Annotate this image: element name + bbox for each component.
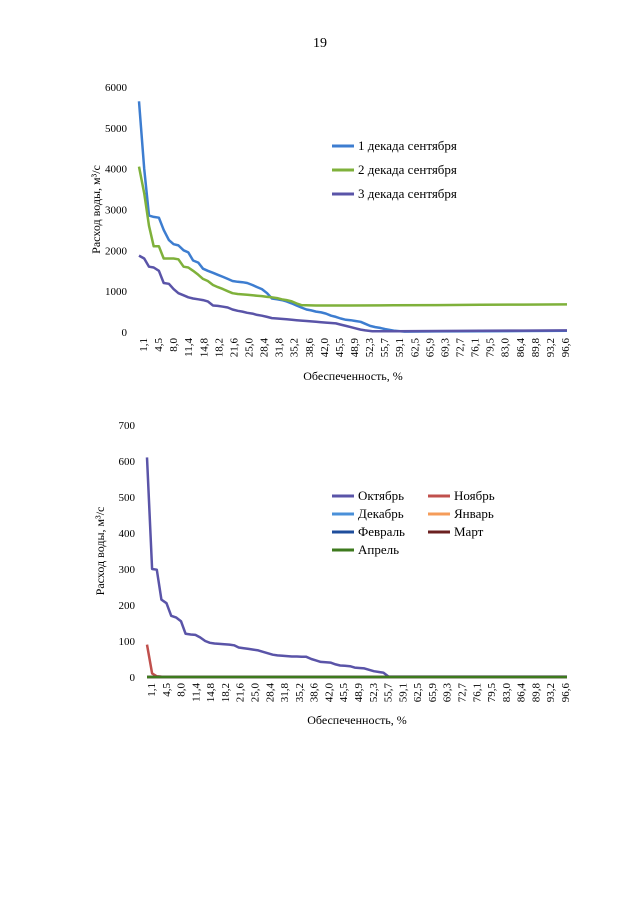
page-number: 19	[313, 36, 327, 51]
x-tick-label: 4,5	[161, 683, 173, 697]
series-line-2	[145, 644, 162, 678]
x-tick-label: 86,4	[516, 683, 528, 703]
x-tick-label: 1,1	[146, 683, 158, 697]
x-tick-label: 62,5	[412, 683, 424, 703]
x-tick-label: 28,4	[264, 683, 276, 703]
y-tick-label: 5000	[105, 123, 128, 135]
x-tick-label: 42,0	[319, 338, 331, 358]
legend-label: 2 декада сентября	[358, 162, 457, 177]
x-tick-label: 52,3	[364, 338, 376, 358]
x-tick-label: 96,6	[560, 683, 572, 703]
x-tick-label: 86,4	[515, 338, 527, 358]
x-tick-label: 1,1	[138, 338, 150, 352]
y-tick-label: 4000	[105, 164, 128, 176]
x-tick-label: 59,1	[397, 683, 409, 702]
x-tick-label: 79,5	[485, 338, 497, 358]
legend-label: Ноябрь	[454, 488, 495, 503]
x-tick-label: 65,9	[424, 338, 436, 358]
x-axis-title: Обеспеченность, %	[303, 369, 403, 383]
x-tick-label: 83,0	[500, 338, 512, 358]
x-tick-label: 35,2	[289, 338, 301, 357]
legend-label: Январь	[454, 506, 494, 521]
series-line-3	[138, 254, 568, 333]
x-tick-label: 45,5	[338, 683, 350, 703]
x-tick-label: 11,4	[190, 683, 202, 702]
x-tick-label: 21,6	[235, 683, 247, 703]
y-tick-label: 2000	[105, 245, 128, 257]
x-tick-label: 14,8	[205, 683, 217, 703]
legend-label: Октябрь	[358, 488, 404, 503]
x-tick-label: 55,7	[379, 338, 391, 358]
x-tick-label: 48,9	[353, 683, 365, 703]
x-tick-label: 76,1	[470, 338, 482, 357]
y-axis-title: Расход воды, м³/с	[89, 165, 103, 254]
y-tick-label: 700	[119, 420, 136, 432]
legend-label: 1 декада сентября	[358, 138, 457, 153]
x-tick-label: 31,8	[279, 683, 291, 703]
x-tick-label: 62,5	[409, 338, 421, 358]
x-tick-label: 14,8	[198, 338, 210, 358]
x-tick-label: 25,0	[250, 683, 262, 703]
x-tick-label: 48,9	[349, 338, 361, 358]
y-tick-label: 1000	[105, 286, 128, 298]
x-tick-label: 65,9	[427, 683, 439, 703]
x-tick-label: 69,3	[439, 338, 451, 358]
x-tick-label: 45,5	[334, 338, 346, 358]
y-tick-label: 0	[122, 327, 128, 339]
y-axis-title: Расход воды, м³/с	[93, 507, 107, 596]
x-tick-label: 93,2	[545, 683, 557, 702]
x-tick-label: 8,0	[176, 683, 188, 697]
series-line-1	[145, 457, 567, 678]
x-tick-label: 18,2	[213, 338, 225, 357]
x-tick-label: 31,8	[274, 338, 286, 358]
series-line-2	[137, 166, 568, 307]
y-tick-label: 0	[130, 672, 136, 684]
x-tick-label: 28,4	[259, 338, 271, 358]
y-tick-label: 3000	[105, 205, 128, 217]
x-axis-title: Обеспеченность, %	[307, 713, 407, 727]
x-tick-label: 79,5	[486, 683, 498, 703]
x-tick-label: 72,7	[457, 683, 469, 703]
legend-label: Февраль	[358, 524, 405, 539]
legend-label: 3 декада сентября	[358, 186, 457, 201]
x-tick-label: 18,2	[220, 683, 232, 702]
y-tick-label: 600	[119, 456, 136, 468]
y-tick-label: 500	[119, 492, 136, 504]
x-tick-label: 42,0	[323, 683, 335, 703]
x-tick-label: 25,0	[244, 338, 256, 358]
y-tick-label: 100	[119, 636, 136, 648]
x-tick-label: 21,6	[228, 338, 240, 358]
x-tick-label: 59,1	[394, 338, 406, 357]
x-tick-label: 52,3	[368, 683, 380, 703]
x-tick-label: 89,8	[530, 338, 542, 358]
x-tick-label: 93,2	[545, 338, 557, 357]
x-tick-label: 69,3	[442, 683, 454, 703]
x-tick-label: 96,6	[560, 338, 572, 358]
x-tick-label: 38,6	[304, 338, 316, 358]
legend-label: Апрель	[358, 542, 399, 557]
x-tick-label: 89,8	[530, 683, 542, 703]
legend-label: Декабрь	[358, 506, 404, 521]
x-tick-label: 4,5	[153, 338, 165, 352]
y-tick-label: 300	[119, 564, 136, 576]
x-tick-label: 72,7	[455, 338, 467, 358]
x-tick-label: 38,6	[309, 683, 321, 703]
x-tick-label: 8,0	[168, 338, 180, 352]
x-tick-label: 76,1	[471, 683, 483, 702]
x-tick-label: 11,4	[183, 338, 195, 357]
legend-label: Март	[454, 524, 484, 539]
x-tick-label: 35,2	[294, 683, 306, 702]
y-tick-label: 200	[119, 600, 136, 612]
x-tick-label: 83,0	[501, 683, 513, 703]
x-tick-label: 55,7	[383, 683, 395, 703]
y-tick-label: 400	[119, 528, 136, 540]
y-tick-label: 6000	[105, 82, 128, 94]
